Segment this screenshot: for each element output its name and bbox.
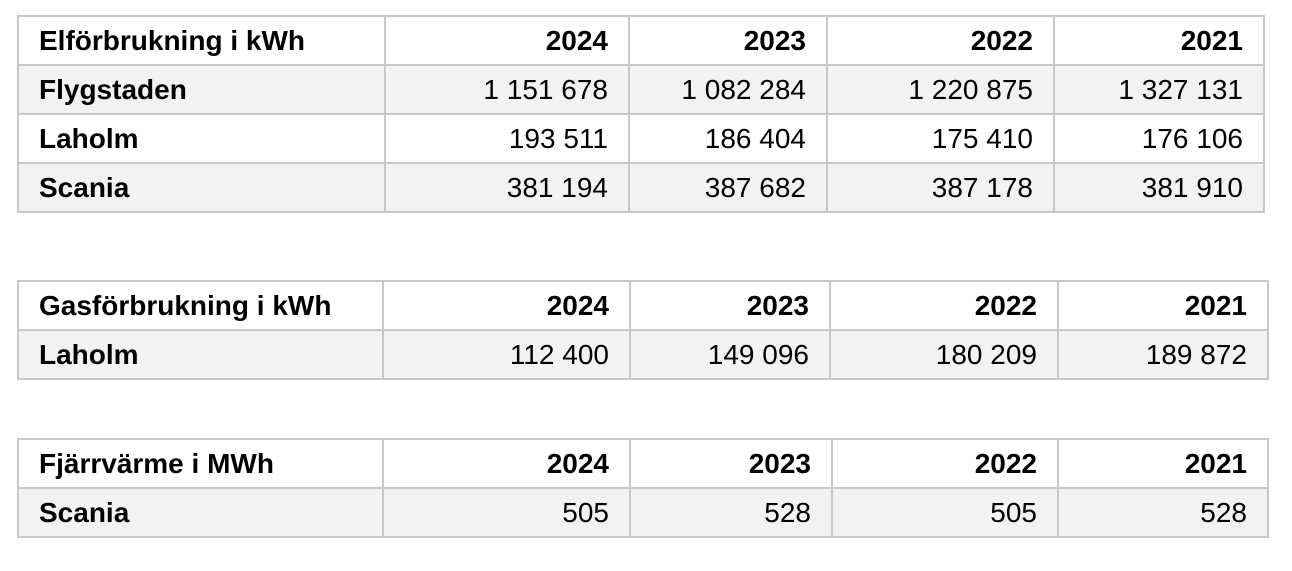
gas-table: Gasförbrukning i kWh 2024 2023 2022 2021… — [17, 280, 1269, 380]
header-year: 2022 — [826, 15, 1055, 66]
table-row: Laholm 193 511 186 404 175 410 176 106 — [17, 113, 1265, 164]
table-row: Flygstaden 1 151 678 1 082 284 1 220 875… — [17, 64, 1265, 115]
header-year: 2021 — [1053, 15, 1265, 66]
cell-value: 176 106 — [1053, 113, 1265, 164]
cell-value: 1 082 284 — [628, 64, 828, 115]
district-heating-table: Fjärrvärme i MWh 2024 2023 2022 2021 Sca… — [17, 438, 1269, 538]
table-header-row: Fjärrvärme i MWh 2024 2023 2022 2021 — [17, 438, 1269, 489]
cell-value: 1 151 678 — [384, 64, 630, 115]
header-year: 2021 — [1057, 438, 1269, 489]
cell-value: 387 178 — [826, 162, 1055, 213]
cell-value: 528 — [1057, 487, 1269, 538]
cell-value: 387 682 — [628, 162, 828, 213]
row-label: Scania — [17, 487, 384, 538]
cell-value: 112 400 — [382, 329, 631, 380]
header-year: 2022 — [829, 280, 1059, 331]
row-label: Flygstaden — [17, 64, 386, 115]
cell-value: 175 410 — [826, 113, 1055, 164]
table-row: Laholm 112 400 149 096 180 209 189 872 — [17, 329, 1269, 380]
row-label: Scania — [17, 162, 386, 213]
header-year: 2023 — [629, 438, 833, 489]
header-title: Elförbrukning i kWh — [17, 15, 386, 66]
cell-value: 505 — [831, 487, 1059, 538]
header-year: 2022 — [831, 438, 1059, 489]
cell-value: 1 220 875 — [826, 64, 1055, 115]
table-row: Scania 381 194 387 682 387 178 381 910 — [17, 162, 1265, 213]
cell-value: 528 — [629, 487, 833, 538]
cell-value: 381 910 — [1053, 162, 1265, 213]
header-year: 2023 — [628, 15, 828, 66]
cell-value: 180 209 — [829, 329, 1059, 380]
cell-value: 149 096 — [629, 329, 831, 380]
electricity-table: Elförbrukning i kWh 2024 2023 2022 2021 … — [17, 15, 1265, 213]
cell-value: 189 872 — [1057, 329, 1269, 380]
header-year: 2024 — [382, 438, 631, 489]
header-year: 2024 — [384, 15, 630, 66]
cell-value: 1 327 131 — [1053, 64, 1265, 115]
table-row: Scania 505 528 505 528 — [17, 487, 1269, 538]
row-label: Laholm — [17, 329, 384, 380]
cell-value: 381 194 — [384, 162, 630, 213]
cell-value: 186 404 — [628, 113, 828, 164]
header-year: 2021 — [1057, 280, 1269, 331]
table-header-row: Gasförbrukning i kWh 2024 2023 2022 2021 — [17, 280, 1269, 331]
header-title: Fjärrvärme i MWh — [17, 438, 384, 489]
cell-value: 505 — [382, 487, 631, 538]
header-year: 2024 — [382, 280, 631, 331]
row-label: Laholm — [17, 113, 386, 164]
cell-value: 193 511 — [384, 113, 630, 164]
header-title: Gasförbrukning i kWh — [17, 280, 384, 331]
table-header-row: Elförbrukning i kWh 2024 2023 2022 2021 — [17, 15, 1265, 66]
header-year: 2023 — [629, 280, 831, 331]
